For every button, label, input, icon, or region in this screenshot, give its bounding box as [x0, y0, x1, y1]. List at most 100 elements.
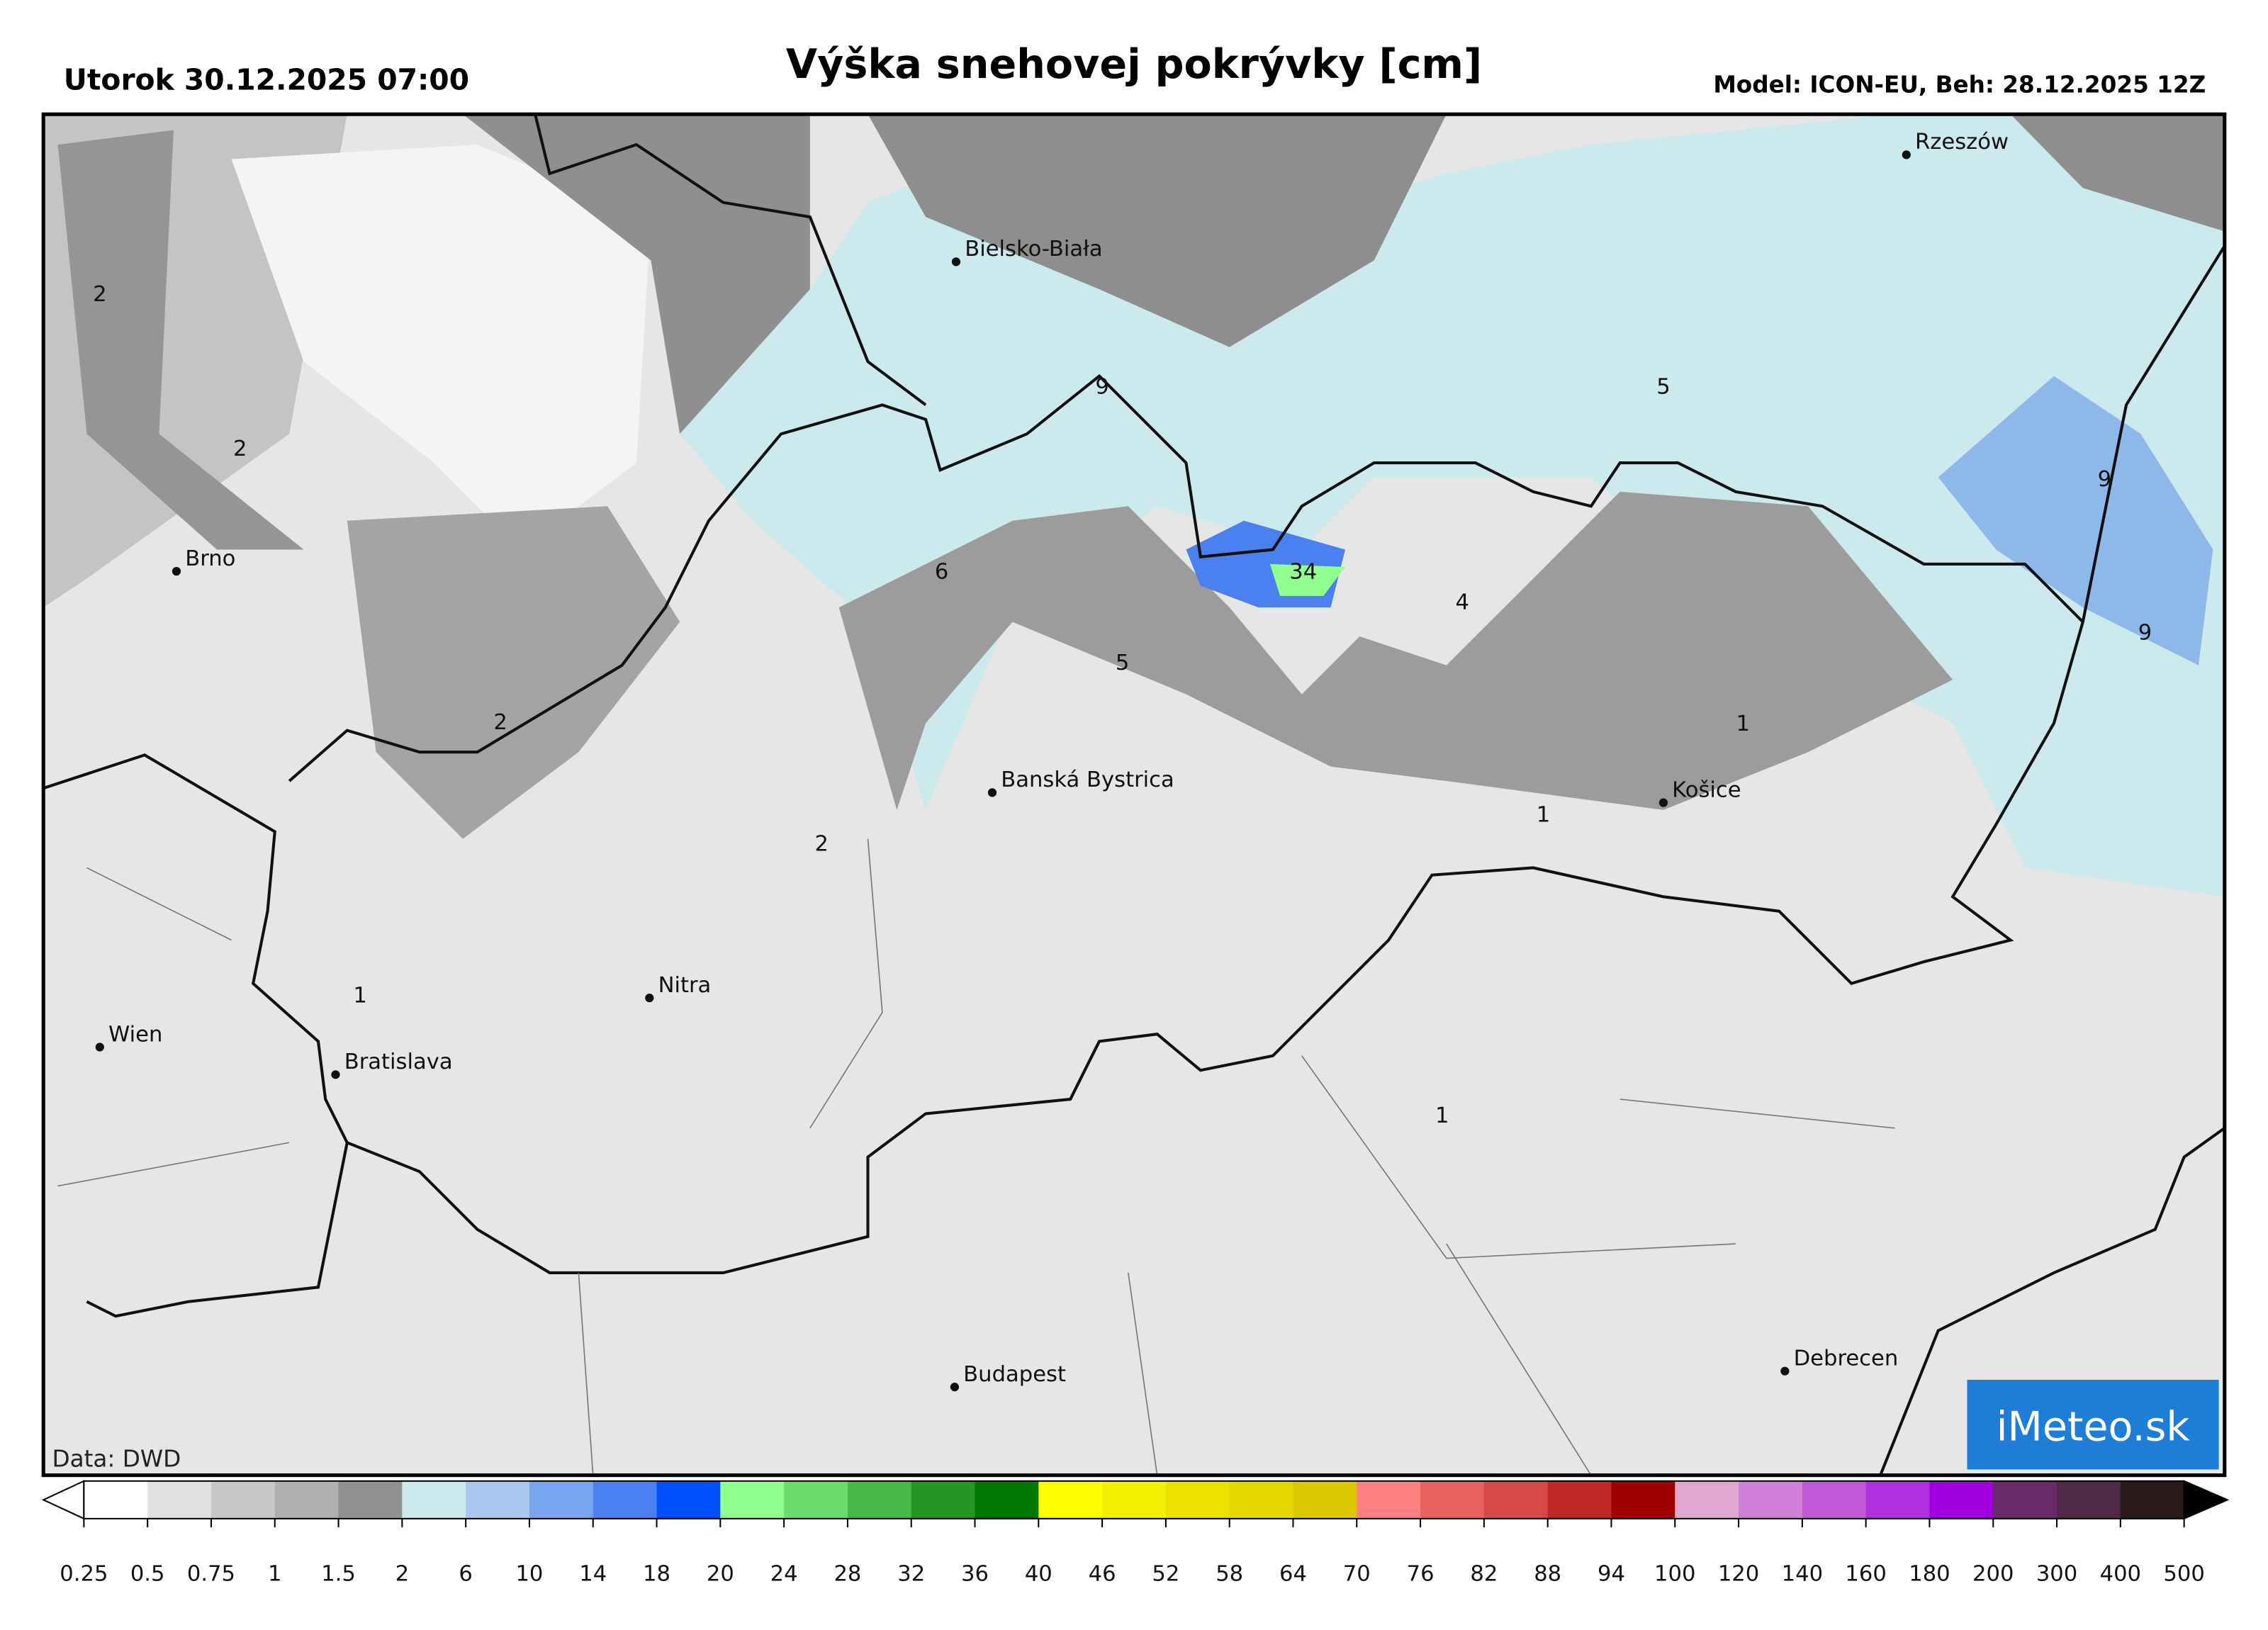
city-label: Bratislava — [344, 1050, 453, 1074]
region-border — [57, 838, 1895, 1476]
contour-label: 9 — [1095, 374, 1108, 399]
colorbar-segment — [847, 1480, 912, 1519]
city-label: Rzeszów — [1915, 130, 2009, 154]
city-label: Wien — [108, 1022, 162, 1047]
contour-label: 1 — [1736, 712, 1749, 736]
colorbar-segment — [1357, 1480, 1421, 1519]
colorbar-tick-label: 120 — [1718, 1562, 1759, 1587]
colorbar-segment — [1547, 1480, 1612, 1519]
colorbar-tick-label: 10 — [515, 1562, 543, 1587]
colorbar-tick-label: 0.25 — [60, 1562, 108, 1587]
city-dot — [172, 567, 181, 576]
snow-area — [57, 130, 304, 550]
colorbar-tick-label: 2 — [395, 1562, 409, 1587]
colorbar-segment — [593, 1480, 658, 1519]
colorbar-segment — [1802, 1480, 1867, 1519]
colorbar-tick-label: 88 — [1534, 1562, 1561, 1587]
title: Výška snehovej pokrývky [cm] — [786, 41, 1482, 88]
colorbar-tick-label: 28 — [833, 1562, 861, 1587]
model-info: Model: ICON-EU, Beh: 28.12.2025 12Z — [1713, 72, 2206, 99]
contour-label: 1 — [1435, 1103, 1449, 1128]
colorbar-tick-label: 0.5 — [130, 1562, 165, 1587]
city-label: Brno — [185, 546, 235, 571]
contour-label: 6 — [935, 560, 948, 585]
contour-label: 9 — [2098, 467, 2111, 492]
colorbar-tick-label: 40 — [1025, 1562, 1052, 1587]
colorbar-segment — [1483, 1480, 1549, 1519]
colorbar-over — [2183, 1480, 2230, 1520]
snow-area — [347, 506, 680, 839]
snow-area — [680, 116, 2225, 897]
colorbar-segment — [784, 1480, 848, 1519]
colorbar-under — [41, 1480, 85, 1520]
snow-area — [231, 145, 651, 550]
contour-label: 1 — [353, 984, 366, 1008]
contour-label: 5 — [1116, 651, 1129, 675]
colorbar-segment — [911, 1480, 976, 1519]
colorbar-tick-label: 300 — [2036, 1562, 2077, 1587]
colorbar-segment — [1611, 1480, 1675, 1519]
colorbar-tick-label: 0.75 — [187, 1562, 235, 1587]
city-dot — [950, 1383, 960, 1392]
colorbar-segment — [1038, 1480, 1103, 1519]
colorbar-segment — [1229, 1480, 1294, 1519]
colorbar-segment — [1675, 1480, 1739, 1519]
city-dot — [1658, 798, 1668, 807]
colorbar-segment — [84, 1480, 148, 1519]
colorbar-tick-label: 52 — [1152, 1562, 1179, 1587]
snow-area — [463, 114, 810, 434]
colorbar-tick-label: 46 — [1089, 1562, 1116, 1587]
city-label: Bielsko-Biała — [965, 237, 1102, 262]
border — [86, 1142, 349, 1318]
colorbar-segment — [1420, 1480, 1485, 1519]
colorbar-segment — [2057, 1480, 2121, 1519]
colorbar-tick-label: 18 — [643, 1562, 670, 1587]
city-label: Debrecen — [1794, 1347, 1899, 1371]
border — [2081, 244, 2225, 622]
contour-label: 34 — [1289, 560, 1317, 585]
snow-area — [1269, 563, 1345, 596]
city-dot — [1780, 1366, 1790, 1376]
colorbar-tick-label: 24 — [770, 1562, 798, 1587]
contour-label: 2 — [814, 831, 828, 856]
logo: iMeteo.sk — [1997, 1404, 2190, 1451]
colorbar-segment — [1739, 1480, 1803, 1519]
contour-label: 2 — [93, 282, 106, 307]
colorbar-segment — [656, 1480, 721, 1519]
colorbar-segment — [402, 1480, 466, 1519]
colorbar-tick-label: 6 — [459, 1562, 472, 1587]
colorbar-segment — [1165, 1480, 1230, 1519]
contour-label: 5 — [1656, 374, 1670, 399]
contour-label: 9 — [2138, 620, 2152, 645]
colorbar-tick-label: 36 — [961, 1562, 989, 1587]
colorbar-segment — [1102, 1480, 1167, 1519]
colorbar: 0.25 0.5 0.75 1 1.5 2 6 10 14 18 20 24 28 32 36 40 46 52 5… — [41, 1480, 2230, 1587]
valid-time: Utorok 30.12.2025 07:00 — [64, 63, 469, 97]
colorbar-segment — [720, 1480, 785, 1519]
contour-label: 2 — [493, 710, 507, 735]
colorbar-segment — [466, 1480, 530, 1519]
colorbar-segment — [1865, 1480, 1931, 1519]
colorbar-tick-label: 70 — [1343, 1562, 1371, 1587]
map-frame — [41, 112, 2227, 1478]
snow-area — [838, 491, 1953, 810]
colorbar-segment — [2120, 1480, 2185, 1519]
map: iMeteo.sk Data: DWD Rzeszów Bielsko-Biała… — [41, 112, 2227, 1478]
border — [1879, 1127, 2225, 1476]
colorbar-tick-label: 76 — [1407, 1562, 1435, 1587]
colorbar-tick-label: 82 — [1470, 1562, 1498, 1587]
colorbar-segment — [274, 1480, 339, 1519]
border — [534, 114, 927, 407]
colorbar-tick-label: 160 — [1845, 1562, 1886, 1587]
city-label: Budapest — [963, 1362, 1066, 1387]
logo-box — [1967, 1379, 2219, 1470]
city-label: Banská Bystrica — [1001, 768, 1174, 792]
city-dot — [1902, 150, 1911, 159]
colorbar-segment — [338, 1480, 403, 1519]
colorbar-segment — [1993, 1480, 2058, 1519]
contour-label: 1 — [1537, 803, 1550, 828]
city-label: Košice — [1672, 777, 1741, 802]
city-dot — [987, 788, 997, 797]
